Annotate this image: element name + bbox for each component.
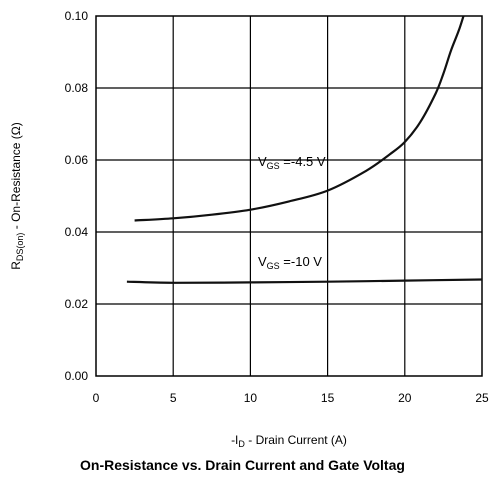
plot-frame	[95, 15, 483, 377]
x-axis-label: -ID - Drain Current (A)	[231, 433, 347, 449]
series-line-0	[134, 15, 465, 222]
chart-title: On-Resistance vs. Drain Current and Gate…	[80, 457, 405, 473]
x-tick-label: 25	[475, 391, 489, 405]
x-tick-labels: 0 5 10 15 20 25	[93, 391, 489, 405]
y-tick-label: 0.10	[65, 9, 89, 23]
series-label-vgs-4-5: VGS =-4.5 V	[258, 154, 326, 171]
x-tick-label: 10	[244, 391, 258, 405]
y-tick-label: 0.00	[65, 369, 89, 383]
x-tick-label: 5	[170, 391, 177, 405]
series-label-vgs-10: VGS =-10 V	[258, 254, 322, 271]
y-tick-labels: 0.00 0.02 0.04 0.06 0.08 0.10	[65, 9, 89, 383]
y-tick-label: 0.04	[65, 225, 89, 239]
series-line-1	[126, 278, 483, 284]
curves	[126, 15, 483, 284]
y-tick-label: 0.06	[65, 153, 89, 167]
y-tick-label: 0.08	[65, 81, 89, 95]
y-axis-label: RDS(on) - On-Resistance (Ω)	[9, 122, 25, 270]
y-tick-label: 0.02	[65, 297, 89, 311]
x-tick-label: 20	[398, 391, 412, 405]
x-tick-label: 15	[321, 391, 335, 405]
x-tick-label: 0	[93, 391, 100, 405]
grid	[96, 16, 482, 376]
